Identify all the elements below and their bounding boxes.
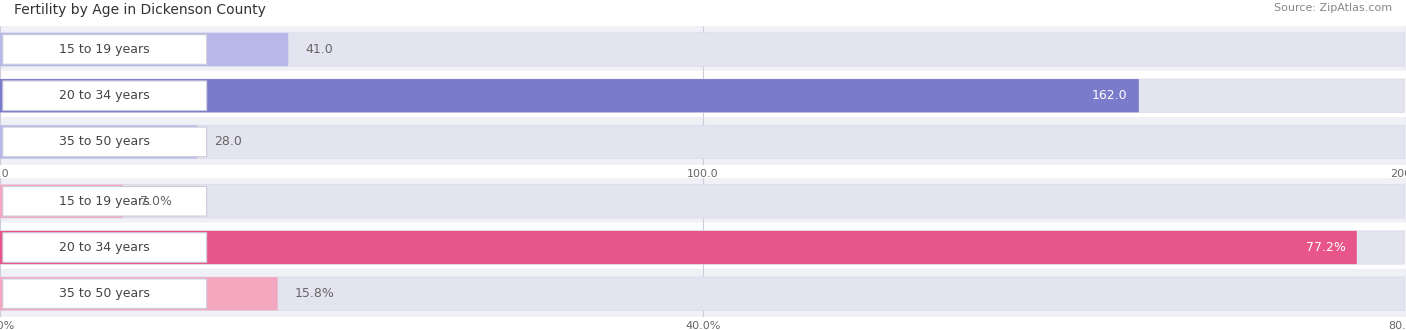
FancyBboxPatch shape (0, 24, 1406, 75)
FancyBboxPatch shape (3, 35, 207, 64)
FancyBboxPatch shape (0, 222, 1406, 273)
Text: 15 to 19 years: 15 to 19 years (59, 195, 150, 208)
Text: Source: ZipAtlas.com: Source: ZipAtlas.com (1274, 3, 1392, 13)
FancyBboxPatch shape (1, 79, 1405, 112)
FancyBboxPatch shape (1, 277, 1405, 310)
Text: 35 to 50 years: 35 to 50 years (59, 287, 150, 300)
FancyBboxPatch shape (1, 231, 1405, 264)
Text: 15.8%: 15.8% (295, 287, 335, 300)
FancyBboxPatch shape (0, 79, 1139, 112)
FancyBboxPatch shape (0, 117, 1406, 167)
FancyBboxPatch shape (1, 125, 1405, 158)
FancyBboxPatch shape (0, 185, 124, 218)
FancyBboxPatch shape (0, 269, 1406, 319)
Text: 77.2%: 77.2% (1306, 241, 1346, 254)
FancyBboxPatch shape (0, 231, 1357, 264)
FancyBboxPatch shape (3, 186, 207, 216)
FancyBboxPatch shape (3, 233, 207, 262)
Text: 20 to 34 years: 20 to 34 years (59, 241, 150, 254)
Text: 15 to 19 years: 15 to 19 years (59, 43, 150, 56)
FancyBboxPatch shape (0, 176, 1406, 226)
Text: 7.0%: 7.0% (141, 195, 172, 208)
FancyBboxPatch shape (1, 185, 1405, 218)
FancyBboxPatch shape (0, 33, 288, 66)
Text: 20 to 34 years: 20 to 34 years (59, 89, 150, 102)
FancyBboxPatch shape (0, 125, 197, 158)
Text: Fertility by Age in Dickenson County: Fertility by Age in Dickenson County (14, 3, 266, 17)
Text: 41.0: 41.0 (305, 43, 333, 56)
Text: 35 to 50 years: 35 to 50 years (59, 135, 150, 148)
FancyBboxPatch shape (3, 127, 207, 157)
FancyBboxPatch shape (1, 33, 1405, 66)
Text: 162.0: 162.0 (1092, 89, 1128, 102)
FancyBboxPatch shape (3, 279, 207, 309)
FancyBboxPatch shape (3, 81, 207, 111)
FancyBboxPatch shape (0, 71, 1406, 121)
FancyBboxPatch shape (0, 277, 278, 310)
Text: 28.0: 28.0 (214, 135, 242, 148)
